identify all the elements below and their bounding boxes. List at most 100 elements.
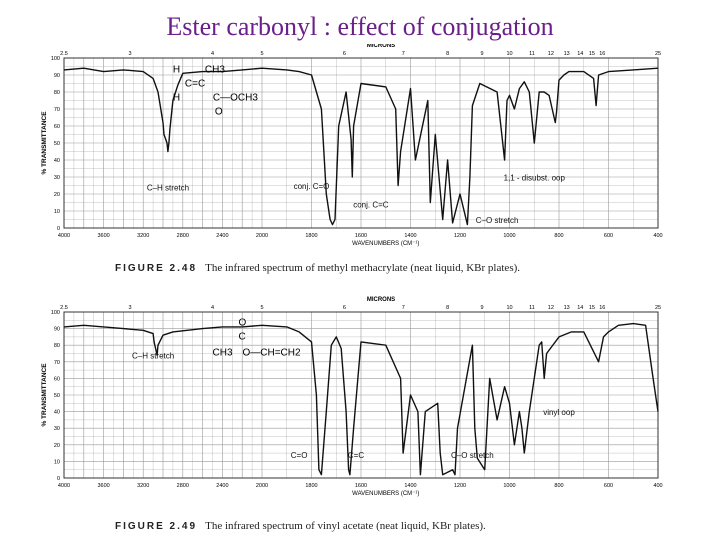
y-tick-label: 90 [54, 73, 60, 79]
x-tick-label: 3200 [137, 483, 149, 489]
y-axis-label: % TRANSMITTANCE [41, 363, 48, 427]
micron-tick-label: 10 [506, 51, 512, 57]
structure-atom: C [239, 331, 246, 342]
structure-atom: CH3 [213, 347, 233, 358]
y-tick-label: 60 [54, 124, 60, 130]
micron-tick-label: 7 [402, 51, 405, 57]
figure-caption-2-49: FIGURE 2.49 The infrared spectrum of vin… [115, 520, 486, 532]
y-tick-label: 40 [54, 158, 60, 164]
x-tick-label: 1600 [355, 483, 367, 489]
micron-tick-label: 3 [129, 305, 132, 311]
y-tick-label: 20 [54, 192, 60, 198]
x-tick-label: 2000 [256, 233, 268, 239]
y-tick-label: 0 [57, 476, 60, 482]
micron-tick-label: 16 [599, 305, 605, 311]
structure-atom: O [239, 317, 247, 328]
micron-tick-label: 5 [260, 51, 263, 57]
x-tick-label: 2800 [177, 483, 189, 489]
y-tick-label: 50 [54, 393, 60, 399]
figure-label: FIGURE 2.48 [115, 263, 198, 274]
micron-tick-label: 4 [211, 51, 214, 57]
y-tick-label: 10 [54, 459, 60, 465]
y-tick-label: 50 [54, 141, 60, 147]
y-tick-label: 10 [54, 209, 60, 215]
micron-tick-label: 14 [577, 51, 583, 57]
y-tick-label: 60 [54, 376, 60, 382]
peak-annotation: vinyl oop [543, 408, 575, 417]
peak-annotation: conj. C=C [353, 201, 389, 210]
y-tick-label: 80 [54, 90, 60, 96]
structure-atom: H [173, 65, 180, 76]
micron-tick-label: 8 [446, 305, 449, 311]
micron-tick-label: 3 [129, 51, 132, 57]
peak-annotation: C–H stretch [147, 184, 189, 193]
slide-title: Ester carbonyl : effect of conjugation [166, 12, 554, 41]
top-axis-label: MICRONS [367, 44, 395, 49]
micron-tick-label: 11 [529, 51, 535, 57]
structure-atom: C=C [185, 79, 205, 90]
structure-atom: O—CH=CH2 [243, 347, 302, 358]
x-tick-label: 2800 [177, 233, 189, 239]
x-tick-label: 1600 [355, 233, 367, 239]
structure-atom: H [173, 93, 180, 104]
micron-tick-label: 16 [599, 51, 605, 57]
x-tick-label: 1200 [454, 483, 466, 489]
micron-tick-label: 4 [211, 305, 214, 311]
peak-annotation: C=C [348, 451, 364, 460]
y-tick-label: 70 [54, 107, 60, 113]
x-tick-label: 4000 [58, 233, 70, 239]
x-tick-label: 4000 [58, 483, 70, 489]
structure-atom: CH3 [205, 65, 225, 76]
y-tick-label: 0 [57, 226, 60, 232]
micron-tick-label: 9 [480, 51, 483, 57]
micron-tick-label: 12 [548, 51, 554, 57]
plot-frame [63, 311, 659, 479]
y-tick-label: 20 [54, 443, 60, 449]
x-tick-label: 1800 [305, 233, 317, 239]
micron-tick-label: 6 [343, 51, 346, 57]
spectrum-trace [63, 322, 659, 476]
micron-tick-label: 8 [446, 51, 449, 57]
figure-caption-2-48: FIGURE 2.48 The infrared spectrum of met… [115, 262, 520, 274]
x-tick-label: 800 [554, 233, 563, 239]
x-tick-label: 1400 [404, 233, 416, 239]
x-tick-label: 2400 [216, 483, 228, 489]
x-tick-label: 800 [554, 483, 563, 489]
y-tick-label: 100 [51, 310, 60, 316]
micron-tick-label: 5 [260, 305, 263, 311]
x-tick-label: 3600 [97, 233, 109, 239]
x-tick-label: 3600 [97, 483, 109, 489]
x-tick-label: 1000 [503, 233, 515, 239]
x-tick-label: 1200 [454, 233, 466, 239]
micron-tick-label: 15 [589, 51, 595, 57]
x-tick-label: 2400 [216, 233, 228, 239]
structure-atom: O [215, 107, 223, 118]
peak-annotation: conj. C=O [294, 182, 330, 191]
micron-tick-label: 6 [343, 305, 346, 311]
x-tick-label: 400 [653, 233, 662, 239]
x-tick-label: 1400 [404, 483, 416, 489]
micron-tick-label: 11 [529, 305, 535, 311]
x-axis-label: WAVENUMBERS (CM⁻¹) [352, 491, 419, 497]
micron-tick-label: 9 [480, 305, 483, 311]
x-tick-label: 600 [604, 233, 613, 239]
figure-label: FIGURE 2.49 [115, 521, 198, 532]
x-axis-label: WAVENUMBERS (CM⁻¹) [352, 241, 419, 247]
structure-atom: C—OCH3 [213, 93, 258, 104]
micron-tick-label: 13 [564, 51, 570, 57]
y-tick-label: 100 [51, 56, 60, 62]
figure-caption-text: The infrared spectrum of vinyl acetate (… [205, 520, 486, 532]
peak-annotation: 1,1 - disubst. oop [504, 173, 566, 182]
x-tick-label: 1000 [503, 483, 515, 489]
y-tick-label: 30 [54, 426, 60, 432]
y-tick-label: 40 [54, 410, 60, 416]
micron-tick-label: 15 [589, 305, 595, 311]
x-tick-label: 400 [653, 483, 662, 489]
micron-tick-label: 10 [506, 305, 512, 311]
y-tick-label: 70 [54, 360, 60, 366]
x-tick-label: 1800 [305, 483, 317, 489]
y-tick-label: 90 [54, 327, 60, 333]
top-axis-label: MICRONS [367, 297, 395, 303]
x-tick-label: 600 [604, 483, 613, 489]
peak-annotation: C=O [291, 451, 308, 460]
